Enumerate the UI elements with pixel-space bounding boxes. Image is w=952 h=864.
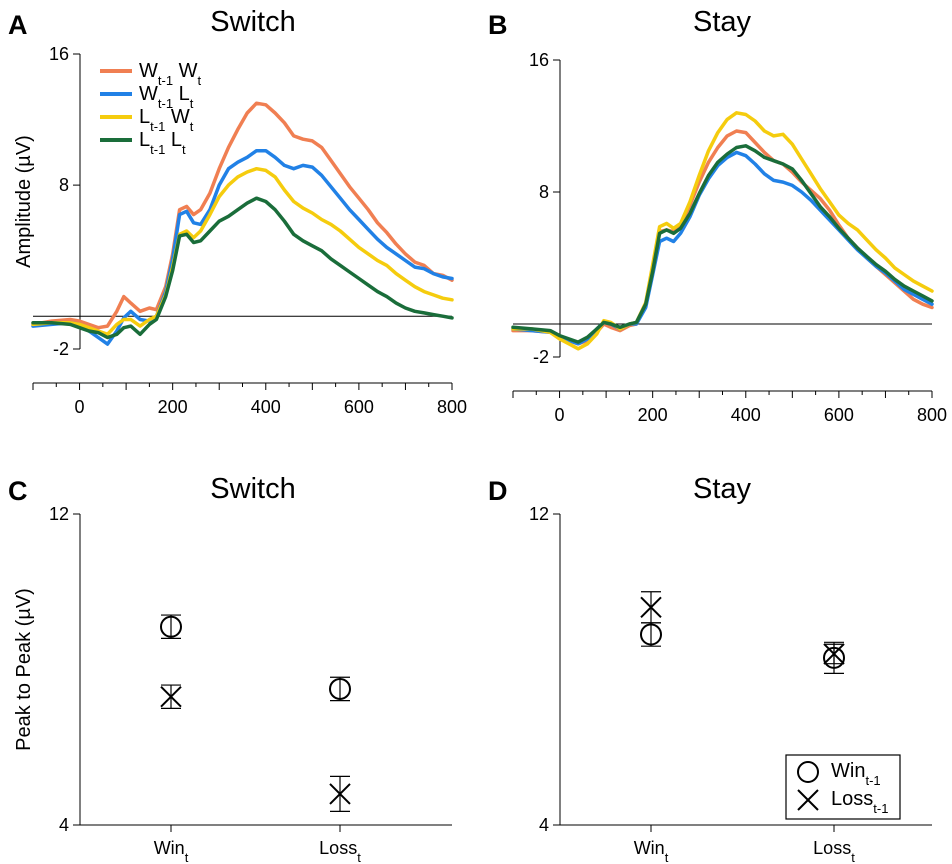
series-line: [31, 166, 454, 337]
legend-label: Lt-1 Wt: [139, 106, 194, 134]
series-line: [31, 148, 454, 346]
panel-b: B Stay -2 8 16 0 200 400 600 800: [488, 6, 947, 425]
circle-marker: [797, 761, 819, 783]
panel-c: C Switch 4 12 Peak to Peak (µV): [8, 473, 452, 835]
y-axis-label: Peak to Peak (µV): [13, 588, 35, 751]
category-label: Wint: [154, 838, 189, 864]
panel-label: B: [488, 10, 508, 40]
y-tick-label: 4: [539, 815, 549, 835]
series-line: [511, 144, 934, 344]
category-label: Wint: [634, 838, 669, 864]
x-tick-label: 200: [638, 405, 668, 425]
x-marker: [823, 643, 845, 665]
x-tick-label: 600: [344, 397, 374, 417]
legend-label: Losst-1: [831, 788, 888, 816]
x-marker: [160, 686, 182, 708]
y-tick-label: 12: [529, 504, 549, 524]
x-marker: [640, 596, 662, 619]
circle-marker: [640, 623, 662, 646]
x-tick-label: 400: [251, 397, 281, 417]
x-tick-label: 800: [437, 397, 467, 417]
panel-title: Stay: [693, 473, 752, 505]
y-tick-label: 8: [59, 175, 69, 195]
legend-label: Wt-1 Lt: [139, 83, 194, 111]
legend-label: Wint-1: [831, 760, 881, 788]
y-tick-label: 8: [539, 182, 549, 202]
panel-label: C: [8, 476, 28, 506]
category-label: Losst: [813, 838, 855, 864]
x-tick-label: 200: [158, 397, 188, 417]
series-line: [31, 101, 454, 330]
category-label: Losst: [319, 838, 361, 864]
x-tick-label: 0: [75, 397, 85, 417]
panel-label: A: [8, 10, 28, 40]
panel-title: Switch: [210, 473, 295, 505]
series-line: [511, 150, 934, 346]
y-tick-label: 12: [49, 504, 69, 524]
circle-marker: [160, 615, 182, 638]
y-tick-label: 16: [49, 44, 69, 64]
x-tick-label: 0: [555, 405, 565, 425]
panel-title: Switch: [210, 6, 295, 38]
legend-label: Wt-1 Wt: [139, 60, 202, 88]
circle-marker: [329, 677, 351, 700]
y-tick-label: -2: [533, 347, 549, 367]
series-line: [31, 196, 454, 340]
panel-label: D: [488, 476, 508, 506]
panel-a: A Switch -2 8 16 0 200 400 600 800 Amplitude (µV): [8, 6, 467, 417]
y-tick-label: -2: [53, 339, 69, 359]
y-axis-label: Amplitude (µV): [13, 135, 35, 268]
series-line: [511, 111, 934, 351]
x-marker: [329, 783, 351, 805]
y-tick-label: 4: [59, 815, 69, 835]
x-tick-label: 800: [917, 405, 947, 425]
x-tick-label: 600: [824, 405, 854, 425]
panel-d: D Stay 4 12: [488, 473, 932, 835]
y-tick-label: 16: [529, 50, 549, 70]
legend-box: [785, 754, 901, 820]
x-marker: [797, 789, 819, 811]
legend-label: Lt-1 Lt: [139, 129, 186, 157]
x-tick-label: 400: [731, 405, 761, 425]
panel-title: Stay: [693, 6, 752, 38]
